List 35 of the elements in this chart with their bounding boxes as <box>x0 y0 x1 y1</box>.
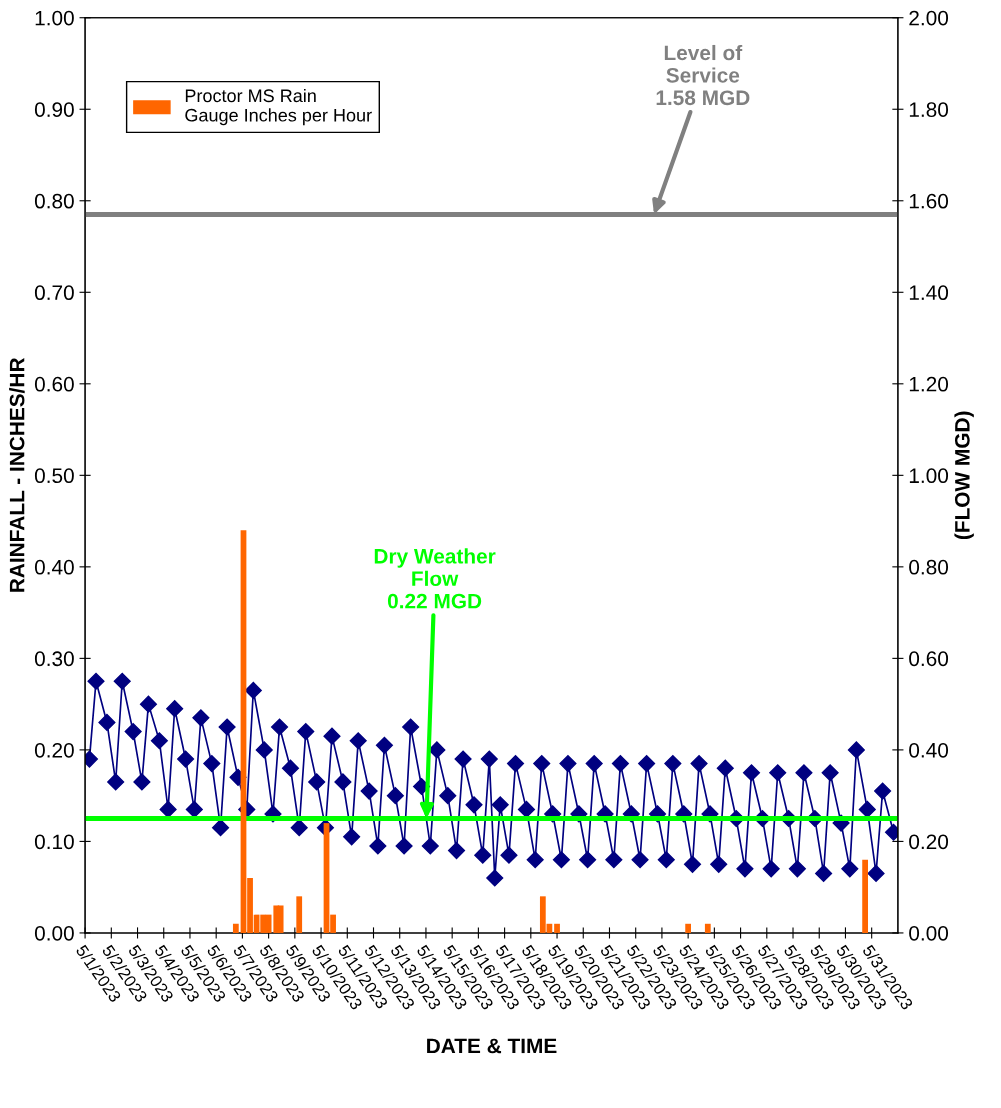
y2-tick-label: 0.00 <box>909 925 949 941</box>
bar <box>554 923 560 933</box>
y2-tick-label: 0.40 <box>909 742 949 758</box>
y2-tick-label: 1.20 <box>909 376 949 392</box>
y-tick-label: 0.10 <box>34 834 74 850</box>
y2-tick-label: 2.00 <box>909 10 949 26</box>
bar <box>296 896 303 933</box>
ref-line-label: Dry Weather Flow 0.22 MGD <box>374 548 496 609</box>
y-tick-label: 0.50 <box>34 468 74 484</box>
legend-label: Proctor MS Rain Gauge Inches per Hour <box>185 88 372 126</box>
ref-line-label: Level of Service 1.58 MGD <box>656 44 750 106</box>
y-tick-label: 0.90 <box>34 102 74 117</box>
y2-tick-label: 1.40 <box>909 285 949 301</box>
y-tick-label: 0.30 <box>34 651 74 667</box>
x-axis-title: DATE & TIME <box>427 1038 557 1054</box>
y-tick-label: 0.40 <box>34 559 74 575</box>
y-tick-label: 0.00 <box>34 925 74 941</box>
y2-tick-label: 0.20 <box>909 834 949 850</box>
bar <box>277 905 284 933</box>
y2-tick-label: 0.60 <box>909 651 949 667</box>
bar <box>862 859 869 933</box>
y-tick-label: 0.20 <box>34 742 74 758</box>
y2-axis-title: (FLOW MGD) <box>954 411 974 540</box>
y2-tick-label: 0.80 <box>909 559 949 575</box>
y-tick-label: 0.70 <box>34 285 74 301</box>
bar <box>704 923 711 933</box>
y2-tick-label: 1.00 <box>909 468 949 484</box>
y-tick-label: 1.00 <box>35 10 74 26</box>
bar <box>232 923 239 933</box>
y-axis-title: RAINFALL - INCHES/HR <box>9 357 25 592</box>
y2-tick-label: 1.60 <box>909 193 949 209</box>
bar <box>685 923 692 933</box>
y-tick-label: 0.60 <box>34 376 74 392</box>
y-tick-label: 0.80 <box>34 193 74 209</box>
y2-tick-label: 1.80 <box>909 102 949 117</box>
